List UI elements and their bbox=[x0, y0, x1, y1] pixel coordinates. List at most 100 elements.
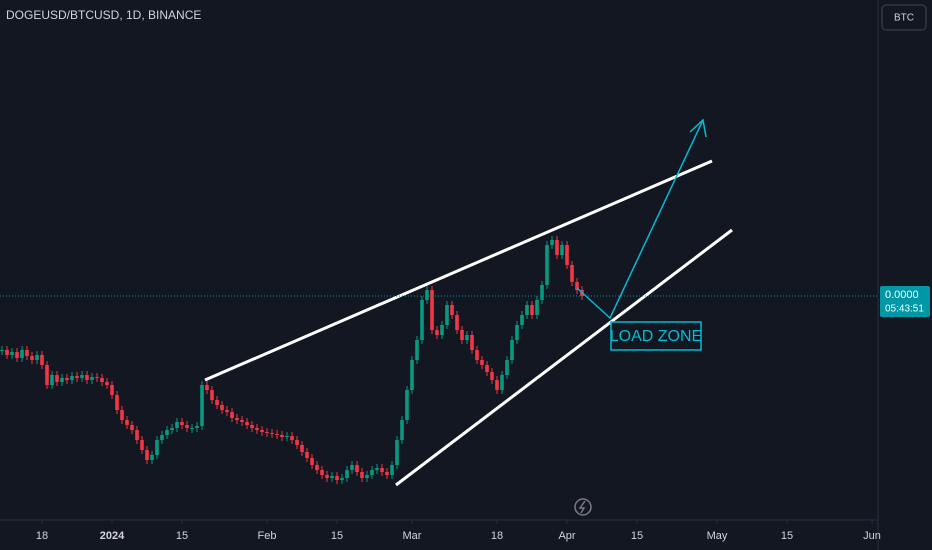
candle-body bbox=[235, 418, 239, 420]
candle-body bbox=[500, 375, 504, 390]
candle-body bbox=[120, 410, 124, 420]
candle-body bbox=[140, 440, 144, 450]
candle-body bbox=[50, 375, 54, 385]
candle-body bbox=[130, 425, 134, 430]
candle-body bbox=[250, 425, 254, 428]
annotation-box bbox=[610, 321, 702, 351]
candle-body bbox=[555, 240, 559, 255]
candle-body bbox=[510, 340, 514, 360]
candle-body bbox=[480, 360, 484, 365]
candle-body bbox=[210, 390, 214, 400]
candle-body bbox=[420, 300, 424, 340]
x-tick-label: Mar bbox=[403, 530, 422, 542]
candle-body bbox=[375, 468, 379, 470]
x-tick-label: 15 bbox=[781, 530, 793, 542]
currency-button[interactable] bbox=[881, 4, 927, 31]
candle-body bbox=[450, 305, 454, 315]
candle-body bbox=[215, 400, 219, 405]
candle-body bbox=[285, 436, 289, 437]
candle-body bbox=[380, 468, 384, 472]
candle-body bbox=[95, 377, 99, 378]
candle-body bbox=[570, 265, 574, 282]
x-tick-label: 15 bbox=[331, 530, 343, 542]
candle-body bbox=[350, 465, 354, 470]
candle-body bbox=[160, 435, 164, 440]
candle-body bbox=[425, 290, 429, 300]
currency-label[interactable]: BTC bbox=[894, 13, 914, 24]
candle-body bbox=[280, 435, 284, 437]
candle-body bbox=[5, 350, 9, 355]
candle-body bbox=[240, 420, 244, 422]
candle-body bbox=[55, 375, 59, 382]
trend-line-upper bbox=[204, 159, 713, 382]
candle-body bbox=[320, 470, 324, 475]
candle-body bbox=[170, 428, 174, 430]
candle-body bbox=[195, 426, 199, 428]
candle-body bbox=[520, 315, 524, 325]
x-tick-label: Feb bbox=[258, 530, 277, 542]
candle-body bbox=[535, 300, 539, 315]
candle-body bbox=[220, 405, 224, 410]
candle-body bbox=[125, 420, 129, 425]
candle-body bbox=[190, 428, 194, 429]
candle-body bbox=[505, 360, 509, 375]
candle-body bbox=[80, 375, 84, 378]
candle-body bbox=[100, 378, 104, 382]
candle-body bbox=[465, 335, 469, 340]
last-price-box bbox=[880, 286, 930, 317]
candle-body bbox=[15, 352, 19, 358]
arrow-head bbox=[689, 118, 707, 138]
candle-body bbox=[145, 450, 149, 460]
candle-body bbox=[315, 465, 319, 470]
candle-body bbox=[60, 378, 64, 382]
candle-body bbox=[390, 465, 394, 475]
candle-body bbox=[525, 305, 529, 315]
candle-body bbox=[105, 382, 109, 385]
candle-body bbox=[245, 422, 249, 425]
x-tick-label: May bbox=[707, 530, 728, 542]
candle-body bbox=[290, 436, 294, 440]
candle-body bbox=[445, 305, 449, 325]
annotation: LOAD ZONE bbox=[610, 328, 702, 345]
candle-body bbox=[0, 350, 4, 351]
candle-body bbox=[410, 360, 414, 390]
candle-body bbox=[405, 390, 409, 420]
candle-body bbox=[385, 472, 389, 475]
candle-body bbox=[70, 376, 74, 380]
symbol-title: DOGEUSD/BTCUSD, 1D, BINANCE bbox=[6, 8, 201, 22]
candle-body bbox=[165, 430, 169, 435]
candle-body bbox=[470, 335, 474, 350]
candle-body bbox=[135, 430, 139, 440]
lightning-bolt[interactable] bbox=[578, 500, 586, 514]
candle-body bbox=[10, 352, 14, 355]
candle-body bbox=[295, 440, 299, 445]
candle-body bbox=[110, 385, 114, 395]
candle-body bbox=[85, 375, 89, 380]
candle-body bbox=[325, 475, 329, 478]
candle-body bbox=[340, 478, 344, 480]
candle-body bbox=[305, 452, 309, 458]
lightning-icon[interactable] bbox=[574, 498, 592, 516]
projection-arrow bbox=[576, 119, 704, 320]
candle-body bbox=[335, 476, 339, 480]
candle-body bbox=[75, 376, 79, 378]
candle-body bbox=[550, 240, 554, 245]
candle-body bbox=[430, 290, 434, 330]
candle-body bbox=[175, 422, 179, 428]
x-tick-label: 2024 bbox=[100, 530, 125, 542]
candle-body bbox=[310, 458, 314, 465]
candle-body bbox=[395, 440, 399, 465]
candle-body bbox=[275, 434, 279, 435]
candle-body bbox=[330, 476, 334, 478]
candle-body bbox=[400, 420, 404, 440]
candle-body bbox=[370, 470, 374, 475]
last-price-label: 0.0000 bbox=[885, 289, 919, 301]
candle-body bbox=[495, 380, 499, 390]
candle-body bbox=[460, 330, 464, 340]
candle-body bbox=[565, 245, 569, 265]
candle-body bbox=[255, 428, 259, 430]
candle-body bbox=[115, 395, 119, 410]
candle-body bbox=[515, 325, 519, 340]
x-tick-label: Jun bbox=[863, 530, 881, 542]
